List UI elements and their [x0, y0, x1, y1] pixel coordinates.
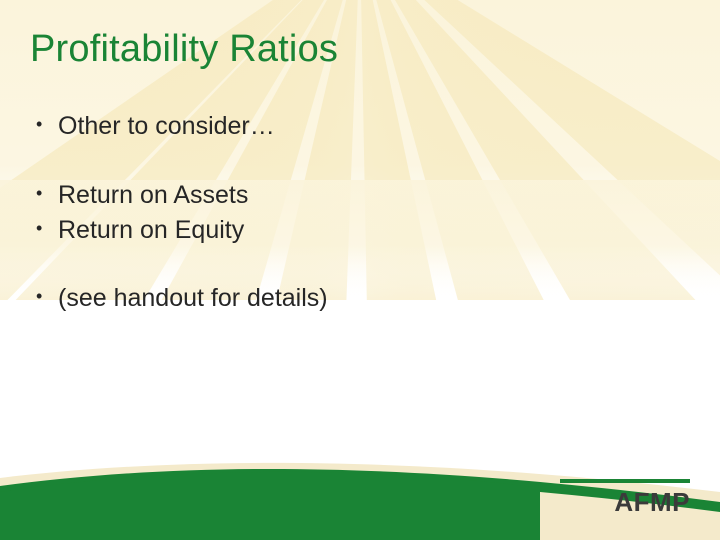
bullet-icon: •: [36, 112, 58, 135]
slide-title: Profitability Ratios: [30, 28, 338, 71]
bullet-list: • Other to consider… • Return on Assets …: [36, 112, 636, 313]
bullet-text: (see handout for details): [58, 284, 328, 313]
slide-content: Profitability Ratios • Other to consider…: [0, 0, 720, 540]
logo-text: AFMP: [614, 487, 690, 518]
bullet-text: Return on Assets: [58, 181, 248, 210]
footer-logo: AFMP: [560, 479, 690, 518]
list-item: • Return on Equity: [36, 216, 636, 245]
bullet-icon: •: [36, 181, 58, 204]
list-item: • Return on Assets: [36, 181, 636, 210]
logo-divider-line: [560, 479, 690, 483]
bullet-text: Other to consider…: [58, 112, 275, 141]
bullet-icon: •: [36, 284, 58, 307]
list-item: • Other to consider…: [36, 112, 636, 141]
bullet-text: Return on Equity: [58, 216, 244, 245]
bullet-icon: •: [36, 216, 58, 239]
list-item: • (see handout for details): [36, 284, 636, 313]
